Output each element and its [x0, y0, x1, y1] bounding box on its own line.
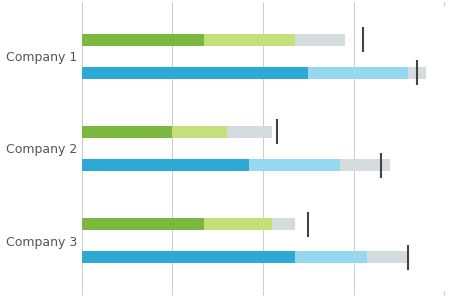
Bar [81, 34, 345, 46]
Bar [81, 218, 204, 230]
Bar [81, 159, 390, 171]
Bar [81, 67, 426, 79]
Bar [81, 126, 172, 138]
Bar [81, 159, 249, 171]
Bar [81, 251, 367, 263]
Bar [81, 218, 295, 230]
Bar [81, 34, 295, 46]
Bar [81, 159, 340, 171]
Bar [81, 34, 204, 46]
Bar [81, 67, 308, 79]
Bar [81, 251, 408, 263]
Bar [81, 251, 295, 263]
Bar [81, 218, 272, 230]
Bar [81, 67, 408, 79]
Bar [81, 126, 272, 138]
Bar [81, 126, 227, 138]
